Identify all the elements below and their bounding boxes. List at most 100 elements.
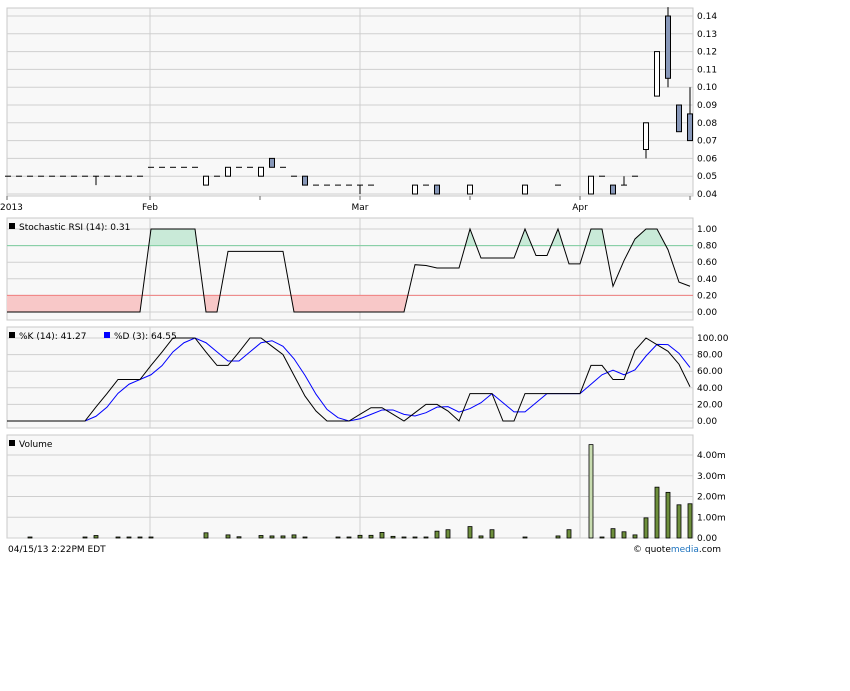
percent-k-legend: %K (14): 41.27	[19, 332, 86, 342]
candle-down	[676, 104, 682, 133]
volume-bar	[148, 536, 154, 539]
volume-bar	[522, 536, 528, 539]
volume-bar	[115, 536, 121, 539]
rsi-y-tick-label: 0.40	[697, 275, 717, 285]
stoch-y-tick-label: 40.00	[697, 384, 723, 394]
volume-bar	[126, 536, 132, 539]
volume-bar	[588, 444, 594, 539]
price-y-tick-label: 0.09	[697, 101, 717, 111]
volume-bar	[566, 529, 572, 539]
volume-bar	[643, 517, 649, 539]
x-tick-label: Feb	[142, 203, 158, 213]
percent-k-line	[7, 337, 691, 422]
price-y-tick-label: 0.11	[697, 65, 717, 75]
candle-up	[654, 51, 660, 97]
rsi-y-tick-label: 0.20	[697, 291, 717, 301]
timestamp: 04/15/13 2:22PM EDT	[8, 545, 106, 555]
volume-bar	[302, 536, 308, 539]
price-y-tick-label: 0.12	[697, 48, 717, 58]
logo-accent: media	[671, 545, 699, 555]
volume-bar	[236, 536, 242, 539]
candle-down	[302, 175, 308, 186]
rsi-y-tick-label: 0.80	[697, 242, 717, 252]
legend-swatch	[104, 332, 110, 338]
candle-up	[522, 184, 528, 195]
price-background	[6, 7, 694, 197]
volume-y-tick-label: 4.00m	[697, 451, 726, 461]
candle-up	[467, 184, 473, 195]
volume-bar	[434, 530, 440, 539]
volume-bar	[390, 535, 396, 539]
stoch-y-tick-label: 100.00	[697, 334, 729, 344]
price-y-tick-label: 0.14	[697, 12, 717, 22]
price-y-tick-label: 0.06	[697, 154, 717, 164]
price-y-tick-label: 0.10	[697, 83, 717, 93]
volume-bar	[621, 531, 627, 539]
candle-down	[269, 157, 275, 168]
candle-down	[687, 113, 693, 142]
candle-down	[665, 15, 671, 79]
volume-y-tick-label: 2.00m	[697, 493, 726, 503]
quotemedia-logo[interactable]: © quotemedia.com	[633, 545, 721, 555]
rsi-y-tick-label: 0.60	[697, 258, 717, 268]
rsi-legend: Stochastic RSI (14): 0.31	[19, 223, 130, 233]
volume-bar	[412, 536, 418, 539]
price-y-tick-label: 0.04	[697, 190, 717, 200]
logo-suffix: .com	[699, 545, 721, 555]
stochastic-panel: 0.00 20.00 40.00 60.00 80.00 100.00 %K (14): 4…	[6, 326, 729, 429]
stoch-background	[6, 326, 694, 429]
oversold-fill	[7, 295, 690, 312]
volume-y-tick-label: 1.00m	[697, 513, 726, 523]
volume-bar	[423, 536, 429, 539]
volume-bar	[401, 536, 407, 539]
volume-bar	[445, 529, 451, 539]
stoch-y-tick-label: 60.00	[697, 367, 723, 377]
volume-bar	[346, 536, 352, 539]
volume-bar	[368, 534, 374, 539]
volume-bar	[291, 534, 297, 539]
x-tick-label: 2013	[0, 203, 23, 213]
volume-legend: Volume	[19, 440, 53, 450]
candle-up	[225, 166, 231, 177]
candle-up	[412, 184, 418, 195]
volume-bar	[599, 536, 605, 539]
stochastic-rsi-panel: 0.00 0.20 0.40 0.60 0.80 1.00 Stochastic RSI (…	[6, 217, 717, 321]
volume-bar	[467, 526, 473, 539]
volume-bar	[610, 528, 616, 539]
volume-background	[6, 434, 694, 539]
candle-up	[643, 122, 649, 151]
volume-bar	[676, 504, 682, 539]
volume-bar	[632, 534, 638, 539]
volume-bar	[357, 534, 363, 539]
volume-bar	[665, 491, 671, 539]
price-y-tick-label: 0.05	[697, 172, 717, 182]
logo-prefix: © quote	[633, 545, 671, 555]
stoch-y-tick-label: 20.00	[697, 400, 723, 410]
candle-up	[203, 175, 209, 186]
price-y-tick-label: 0.07	[697, 137, 717, 147]
volume-bar	[269, 535, 275, 539]
stoch-y-tick-label: 80.00	[697, 351, 723, 361]
volume-bar	[379, 531, 385, 539]
x-tick-label: Apr	[572, 203, 588, 213]
candle-down	[610, 184, 616, 195]
volume-y-tick-label: 0.00	[697, 534, 717, 544]
rsi-line	[7, 227, 691, 313]
volume-bar	[335, 536, 341, 539]
volume-bar	[137, 536, 143, 539]
volume-bar	[258, 535, 264, 539]
volume-bar	[225, 534, 231, 539]
stoch-y-tick-label: 0.00	[697, 417, 717, 427]
volume-bar	[489, 529, 495, 539]
volume-bar	[27, 536, 33, 539]
price-y-tick-label: 0.08	[697, 119, 717, 129]
volume-bar	[203, 532, 209, 539]
percent-d-legend: %D (3): 64.55	[114, 332, 177, 342]
legend-swatch	[9, 223, 15, 229]
legend-swatch	[9, 440, 15, 446]
volume-bar	[93, 535, 99, 539]
volume-bar	[478, 535, 484, 539]
candle-up	[588, 175, 594, 195]
volume-bar	[280, 535, 286, 539]
price-y-tick-label: 0.13	[697, 30, 717, 40]
